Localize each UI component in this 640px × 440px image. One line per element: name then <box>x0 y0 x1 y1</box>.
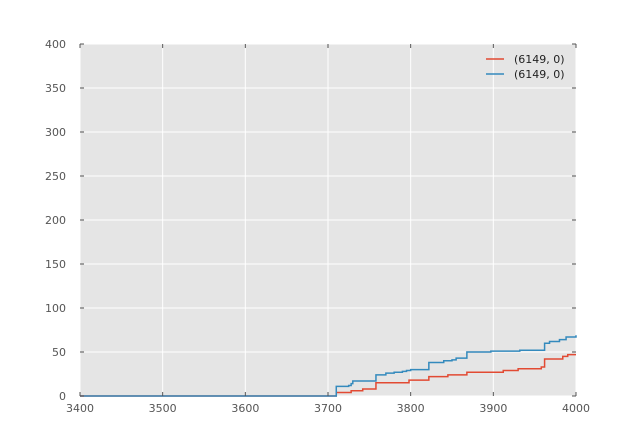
y-tick-label: 50 <box>52 346 66 359</box>
x-tick-label: 3600 <box>231 402 259 415</box>
series-line-1 <box>80 335 577 397</box>
x-tick-label: 3700 <box>314 402 342 415</box>
x-tick-label: 3500 <box>149 402 177 415</box>
x-tick-label: 3900 <box>479 402 507 415</box>
legend-label-0: (6149, 0) <box>514 53 565 66</box>
y-tick-label: 100 <box>45 302 66 315</box>
legend-label-1: (6149, 0) <box>514 68 565 81</box>
y-tick-label: 350 <box>45 82 66 95</box>
y-tick-label: 300 <box>45 126 66 139</box>
x-tick-label: 3800 <box>397 402 425 415</box>
axis-ticks <box>79 43 577 397</box>
legend: (6149, 0) (6149, 0) <box>486 53 565 81</box>
y-tick-label: 0 <box>59 390 66 403</box>
series-line-0 <box>80 353 576 397</box>
x-tick-label: 3400 <box>66 402 94 415</box>
y-tick-label: 200 <box>45 214 66 227</box>
y-tick-label: 150 <box>45 258 66 271</box>
series-lines <box>80 335 577 397</box>
y-tick-label: 250 <box>45 170 66 183</box>
x-tick-labels: 3400 3500 3600 3700 3800 3900 4000 <box>66 402 590 415</box>
x-tick-label: 4000 <box>562 402 590 415</box>
y-tick-labels: 0 50 100 150 200 250 300 350 400 <box>45 38 66 403</box>
y-tick-label: 400 <box>45 38 66 51</box>
